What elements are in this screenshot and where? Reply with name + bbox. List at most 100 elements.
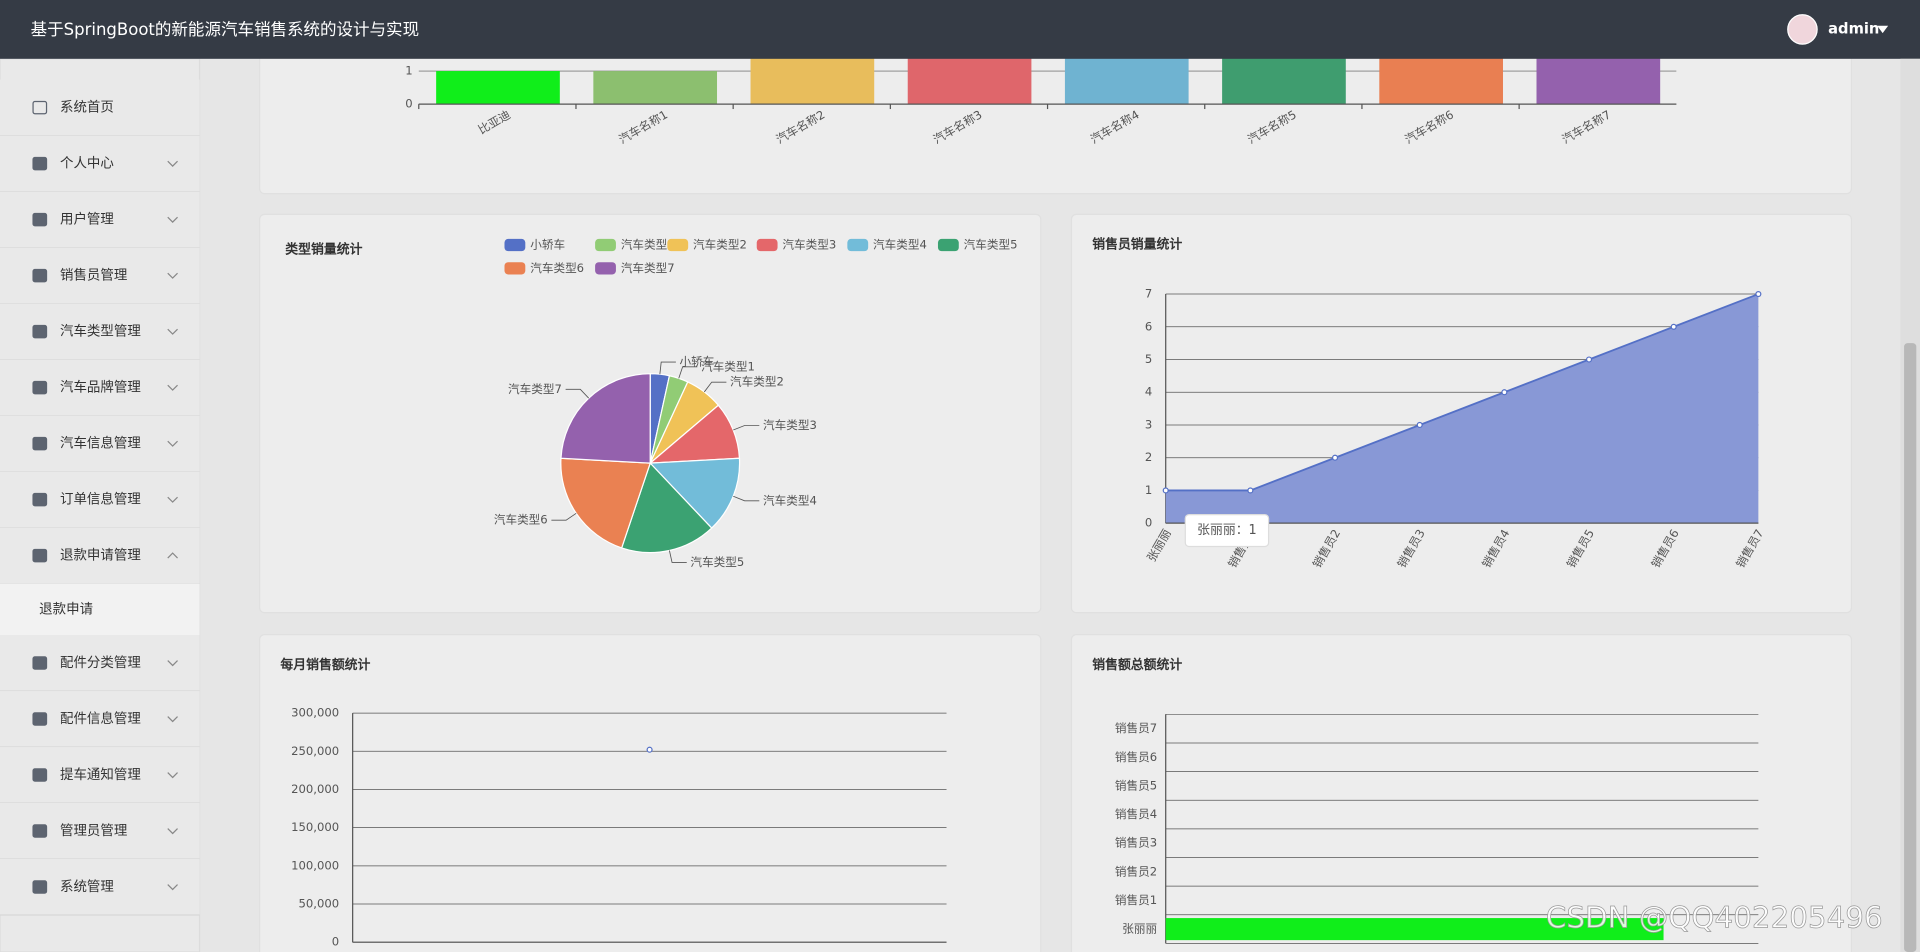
menu-chevron[interactable] [167,272,178,279]
y-tick-label: 张丽丽 [1122,922,1157,936]
menu-icon [32,156,48,171]
point[interactable] [1416,421,1423,429]
menu-label[interactable]: 汽车信息管理 [60,435,141,452]
slice-label: 汽车类型3 [763,418,817,432]
legend-swatch[interactable] [595,238,616,252]
legend-swatch[interactable] [504,262,526,275]
legend-swatch[interactable] [756,238,778,252]
menu-label[interactable]: 退款申请管理 [60,548,141,564]
pie-slice [560,457,652,549]
y-tick-label: 4 [1145,385,1152,399]
legend-swatch[interactable] [937,238,959,252]
label-line [659,361,676,375]
submenu-item[interactable] [0,583,200,636]
menu-label[interactable]: 配件分类管理 [60,655,141,671]
menu-label[interactable]: 配件信息管理 [60,710,141,727]
y-tick-label: 2 [1145,450,1152,464]
menu-label[interactable]: 订单信息管理 [60,491,141,508]
label-line [551,512,577,521]
menu-label[interactable]: 系统管理 [60,879,114,895]
tooltip-box [1184,513,1270,548]
scrollbar-thumb[interactable] [1904,343,1917,952]
menu-icon [32,212,48,227]
bar [436,71,560,105]
legend-swatch[interactable] [504,238,526,252]
y-tick-label: 0 [332,935,339,949]
menu-label[interactable]: 个人中心 [60,156,114,172]
submenu-label[interactable]: 退款申请 [39,601,93,617]
legend-label[interactable]: 汽车类型6 [530,261,584,275]
menu-chevron[interactable] [167,160,178,167]
point[interactable] [1755,290,1762,298]
legend-label[interactable]: 汽车类型5 [964,238,1018,252]
line [1165,293,1759,492]
menu-icon [32,492,48,507]
menu-label[interactable]: 汽车类型管理 [60,323,141,340]
chart-title: 销售额总额统计 [1092,657,1182,673]
menu-icon [32,436,48,451]
y-tick-label: 销售员3 [1115,836,1157,850]
menu-icon [32,380,48,395]
y-tick-label: 1 [1145,483,1152,497]
legend-label[interactable]: 汽车类型4 [873,238,927,252]
menu-chevron[interactable] [167,884,178,891]
y-tick-label: 200,000 [291,782,339,796]
menu-label[interactable]: 用户管理 [60,211,114,228]
avatar[interactable] [1787,14,1818,45]
menu-chevron[interactable] [167,828,178,835]
menu-chevron[interactable] [167,384,178,391]
header-title: 基于SpringBoot的新能源汽车销售系统的设计与实现 [31,20,419,39]
dropdown-arrow[interactable] [1877,25,1889,34]
point[interactable] [646,746,653,753]
legend-label[interactable]: 汽车类型3 [782,238,836,252]
legend-swatch[interactable] [667,238,689,252]
y-tick-label: 250,000 [291,744,339,758]
chart-title: 每月销售额统计 [280,657,370,673]
legend-swatch[interactable] [847,238,869,252]
legend-label[interactable]: 汽车类型2 [693,238,747,252]
label-line [669,550,687,563]
menu-chevron[interactable] [167,216,178,223]
slice-label: 汽车类型2 [730,375,784,389]
y-tick-label: 5 [1145,352,1152,366]
menu-chevron[interactable] [167,496,178,503]
chart-title: 销售员销量统计 [1092,237,1182,253]
y-tick-label: 300,000 [291,706,339,720]
menu-chevron[interactable] [167,552,178,559]
slice-label: 小轿车 [680,355,715,369]
menu-label[interactable]: 销售员管理 [60,268,128,284]
legend-label[interactable]: 汽车类型1 [621,238,675,252]
menu-icon [32,768,48,782]
slice-label: 汽车类型7 [508,382,562,396]
user-name[interactable]: admin [1828,20,1879,37]
menu-chevron[interactable] [167,440,178,447]
slice-label: 汽车类型4 [763,493,817,507]
menu-label[interactable]: 系统首页 [60,100,114,116]
tooltip-text: 张丽丽：1 [1197,523,1257,538]
legend-label[interactable]: 小轿车 [530,238,565,252]
slice-label: 汽车类型5 [690,555,744,569]
menu-label[interactable]: 提车通知管理 [60,766,141,783]
menu-label[interactable]: 汽车品牌管理 [60,379,141,396]
y-tick-label: 销售员5 [1115,778,1157,792]
menu-chevron[interactable] [167,772,178,779]
y-tick-label: 销售员4 [1115,807,1157,821]
point[interactable] [1670,323,1677,330]
menu-icon [32,268,48,283]
point[interactable] [1162,487,1169,494]
legend-swatch[interactable] [595,262,616,275]
menu-label[interactable]: 管理员管理 [60,823,128,839]
point[interactable] [1501,389,1508,396]
y-tick-label: 0 [1145,516,1152,530]
point[interactable] [1247,487,1254,494]
point[interactable] [1331,454,1339,461]
point[interactable] [1585,356,1593,363]
label-line [733,425,760,431]
menu-chevron[interactable] [167,328,178,335]
legend-label[interactable]: 汽车类型7 [621,261,675,275]
menu-chevron[interactable] [167,660,178,667]
menu-chevron[interactable] [167,716,178,723]
y-tick-label: 150,000 [291,820,339,834]
